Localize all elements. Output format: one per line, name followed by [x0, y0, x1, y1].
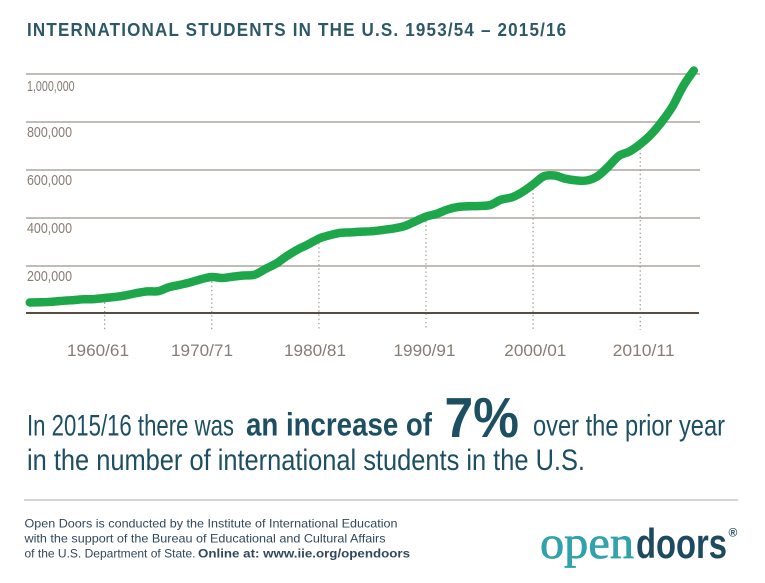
svg-text:400,000: 400,000	[27, 220, 72, 237]
svg-text:800,000: 800,000	[27, 124, 72, 141]
svg-text:1970/71: 1970/71	[171, 342, 233, 360]
svg-text:open: open	[540, 517, 634, 568]
svg-text:Open Doors is conducted by the: Open Doors is conducted by the Institute…	[25, 517, 398, 531]
svg-text:1980/81: 1980/81	[284, 342, 346, 360]
svg-text:1960/61: 1960/61	[67, 342, 129, 360]
svg-text:with the support of the Bureau: with the support of the Bureau of Educat…	[23, 532, 385, 546]
svg-text:200,000: 200,000	[27, 268, 72, 285]
svg-text:1,000,000: 1,000,000	[27, 78, 75, 95]
svg-text:2000/01: 2000/01	[504, 342, 566, 360]
svg-text:1990/91: 1990/91	[394, 342, 456, 360]
svg-text:Online at: www.iie.org/opendoo: Online at: www.iie.org/opendoors	[198, 547, 410, 561]
svg-text:an increase of: an increase of	[246, 407, 432, 443]
svg-text:over the prior year: over the prior year	[533, 410, 725, 443]
svg-text:®: ®	[729, 526, 738, 540]
svg-text:of the U.S. Department of Stat: of the U.S. Department of State.	[25, 547, 196, 561]
svg-text:in the number of international: in the number of international students …	[27, 444, 585, 477]
svg-text:INTERNATIONAL STUDENTS IN THE: INTERNATIONAL STUDENTS IN THE U.S. 1953/…	[27, 19, 566, 40]
svg-text:7%: 7%	[445, 386, 520, 450]
svg-text:2010/11: 2010/11	[613, 342, 675, 360]
svg-text:In 2015/16 there was: In 2015/16 there was	[27, 410, 234, 443]
svg-text:doors: doors	[636, 520, 727, 567]
svg-text:600,000: 600,000	[27, 172, 72, 189]
